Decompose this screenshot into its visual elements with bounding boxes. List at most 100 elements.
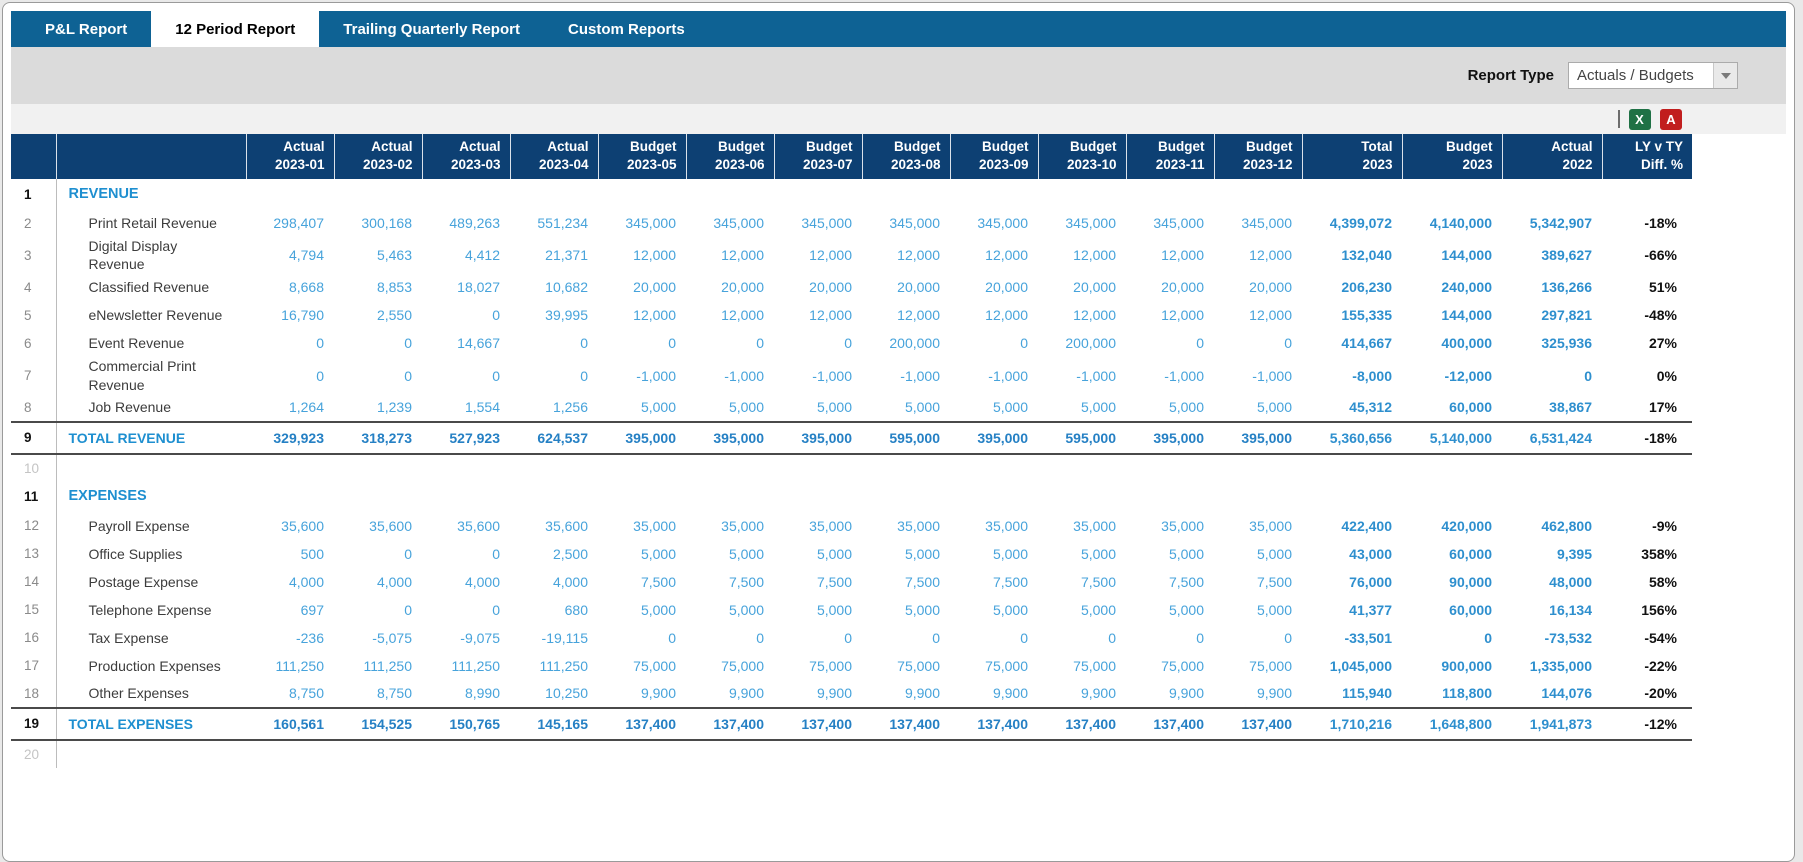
value-cell: 60,000 — [1449, 399, 1492, 416]
value-cell — [1502, 482, 1602, 512]
value-cell: 5,140,000 — [1402, 420, 1502, 455]
value-cell: -19,115 — [541, 629, 588, 646]
column-header: Budget 2023-12 — [1213, 134, 1302, 180]
value-cell: 35,000 — [1161, 517, 1204, 534]
value-cell: 1,335,000 — [1529, 657, 1592, 674]
value-cell: 0 — [1484, 629, 1492, 646]
value-cell: 20,000 — [721, 279, 764, 296]
value-cell: -1,000 — [988, 367, 1028, 384]
tab-trailing-quarterly-report[interactable]: Trailing Quarterly Report — [343, 20, 520, 38]
chevron-down-icon — [1720, 72, 1731, 79]
value-cell: 4,399,072 — [1329, 215, 1392, 232]
value-cell: 1,256 — [552, 399, 588, 416]
value-cell: 206,230 — [1341, 279, 1392, 296]
value-cell: 527,923 — [422, 420, 510, 455]
value-cell: 5,463 — [376, 247, 412, 264]
value-cell: 35,000 — [897, 517, 940, 534]
value-cell: 20,000 — [1249, 279, 1292, 296]
value-cell — [1126, 454, 1214, 482]
table-row: 6 Event Revenue 0 0 14,667 0 0 0 0 200,000 0 200,00… — [11, 329, 1692, 358]
total-row: 19 TOTAL EXPENSES 160,561 154,525 150,765 145… — [11, 706, 1692, 741]
row-label: Event Revenue — [88, 335, 185, 352]
value-cell — [950, 454, 1038, 482]
value-cell: 7,500 — [904, 573, 940, 590]
value-cell: -1,000 — [1164, 367, 1204, 384]
pdf-export-icon[interactable]: A — [1660, 108, 1682, 130]
value-cell: 132,040 — [1341, 247, 1392, 264]
value-cell: 0 — [756, 629, 764, 646]
value-cell: -18% — [1644, 215, 1677, 232]
value-cell: 400,000 — [1441, 335, 1492, 352]
value-cell: 9,900 — [1168, 685, 1204, 702]
value-cell: -9,075 — [460, 629, 500, 646]
value-cell: 41,377 — [1349, 601, 1392, 618]
value-cell — [1302, 740, 1402, 768]
row-label — [56, 454, 246, 482]
value-cell — [334, 179, 422, 209]
table-row: 17 Production Expenses 111,250 111,250 111,2… — [11, 651, 1692, 680]
row-label: Production Expenses — [88, 657, 221, 674]
value-cell: 500 — [300, 545, 324, 562]
value-cell — [774, 454, 862, 482]
value-cell — [1214, 179, 1302, 209]
dropdown-button[interactable] — [1713, 63, 1737, 88]
value-cell: 422,400 — [1341, 517, 1392, 534]
value-cell: 9,900 — [1256, 685, 1292, 702]
value-cell: 0 — [492, 307, 500, 324]
value-cell: 136,266 — [1541, 279, 1592, 296]
value-cell: 5,000 — [1256, 399, 1292, 416]
value-cell: 35,000 — [633, 517, 676, 534]
tab-bar: P&L Report 12 Period Report Trailing Quart… — [11, 11, 1786, 47]
value-cell: 111,250 — [363, 657, 412, 674]
value-cell: -1,000 — [812, 367, 852, 384]
value-cell: 5,000 — [1080, 601, 1116, 618]
value-cell — [1038, 482, 1126, 512]
value-cell: 595,000 — [1038, 420, 1126, 455]
value-cell — [422, 740, 510, 768]
value-cell: 35,600 — [457, 517, 500, 534]
value-cell: 358% — [1641, 545, 1677, 562]
tab-custom-reports[interactable]: Custom Reports — [567, 20, 685, 38]
value-cell: 0% — [1656, 367, 1677, 384]
value-cell — [686, 454, 774, 482]
table-row: 2 Print Retail Revenue 298,407 300,168 489,2… — [11, 209, 1692, 238]
column-header: Actual 2023-01 — [245, 134, 334, 180]
value-cell: 200,000 — [1065, 335, 1116, 352]
excel-export-icon[interactable]: X — [1629, 108, 1651, 130]
table-row: 3 Digital Display Revenue 4,794 5,463 4,412 2… — [11, 237, 1692, 274]
value-cell: 5,000 — [1168, 545, 1204, 562]
tab-pnl-report[interactable]: P&L Report — [45, 20, 128, 38]
value-cell: 298,407 — [273, 215, 324, 232]
value-cell: 4,794 — [288, 247, 324, 264]
value-cell — [1214, 454, 1302, 482]
value-cell: 75,000 — [633, 657, 676, 674]
value-cell: 1,710,216 — [1302, 706, 1402, 741]
value-cell: 5,000 — [904, 399, 940, 416]
row-number: 1 — [11, 179, 57, 210]
empty-row: 10 — [11, 453, 1692, 482]
column-header: Budget 2023-05 — [597, 134, 686, 180]
value-cell: 1,554 — [464, 399, 500, 416]
separator-bar — [1618, 110, 1620, 128]
value-cell: 35,600 — [545, 517, 588, 534]
value-cell: 137,400 — [774, 706, 862, 741]
value-cell: 16,134 — [1549, 601, 1592, 618]
tab-12-period-report[interactable]: 12 Period Report — [151, 11, 320, 47]
value-cell: 595,000 — [862, 420, 950, 455]
value-cell — [510, 482, 598, 512]
value-cell: 5,000 — [992, 601, 1028, 618]
report-type-dropdown[interactable]: Actuals / Budgets — [1568, 62, 1738, 89]
value-cell: 12,000 — [809, 247, 852, 264]
value-cell: 58% — [1648, 573, 1677, 590]
value-cell: 0 — [404, 335, 412, 352]
value-cell: 12,000 — [633, 307, 676, 324]
value-cell — [1214, 740, 1302, 768]
value-cell: 0 — [1196, 629, 1204, 646]
value-cell: 154,525 — [334, 706, 422, 741]
column-header: LY v TY Diff. % — [1601, 134, 1692, 180]
value-cell — [950, 482, 1038, 512]
row-label-header — [55, 134, 246, 180]
value-cell: 35,600 — [281, 517, 324, 534]
value-cell — [1038, 740, 1126, 768]
row-number: 9 — [11, 420, 57, 455]
